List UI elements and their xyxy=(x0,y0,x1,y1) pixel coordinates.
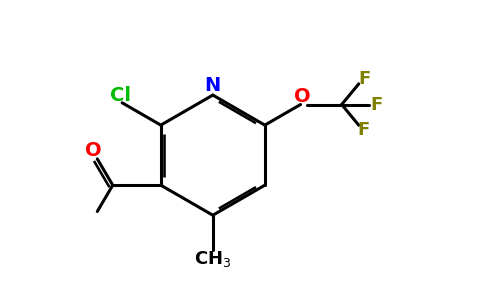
Text: F: F xyxy=(359,70,371,88)
Text: O: O xyxy=(294,88,311,106)
Text: CH$_3$: CH$_3$ xyxy=(194,249,231,269)
Text: N: N xyxy=(205,76,221,95)
Text: F: F xyxy=(358,121,370,139)
Text: F: F xyxy=(370,95,382,113)
Text: O: O xyxy=(85,140,102,160)
Text: Cl: Cl xyxy=(110,86,131,105)
